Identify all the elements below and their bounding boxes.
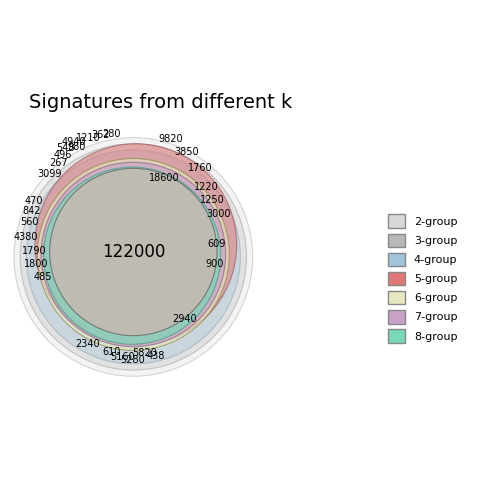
Text: 548: 548 [56, 144, 75, 153]
Text: 1790: 1790 [22, 246, 46, 256]
Legend: 2-group, 3-group, 4-group, 5-group, 6-group, 7-group, 8-group: 2-group, 3-group, 4-group, 5-group, 6-gr… [383, 209, 463, 348]
Text: 362: 362 [91, 131, 109, 141]
Text: 3000: 3000 [207, 209, 231, 219]
Text: 3099: 3099 [37, 168, 61, 178]
Text: 122000: 122000 [102, 243, 165, 261]
Text: 900: 900 [205, 259, 223, 269]
Circle shape [14, 138, 253, 376]
Text: 1250: 1250 [200, 196, 224, 205]
Text: 267: 267 [49, 158, 68, 168]
Text: 609: 609 [208, 239, 226, 249]
Text: 280: 280 [103, 130, 121, 140]
Text: 470: 470 [25, 196, 43, 206]
Text: 980: 980 [67, 142, 85, 152]
Text: 496: 496 [53, 150, 72, 160]
Text: 1760: 1760 [187, 163, 212, 173]
Circle shape [35, 144, 237, 346]
Text: 5280: 5280 [120, 355, 145, 365]
Text: 3850: 3850 [174, 147, 199, 157]
Circle shape [43, 167, 221, 344]
Text: 1800: 1800 [24, 259, 49, 269]
Text: 4940: 4940 [62, 137, 87, 147]
Circle shape [20, 144, 246, 370]
Text: 2940: 2940 [172, 314, 197, 324]
Circle shape [37, 158, 229, 350]
Circle shape [50, 168, 217, 336]
Text: 5820: 5820 [132, 348, 157, 358]
Text: 1220: 1220 [194, 182, 219, 193]
Text: 842: 842 [22, 207, 41, 216]
Title: Signatures from different k: Signatures from different k [29, 93, 293, 112]
Text: 560: 560 [20, 217, 39, 227]
Text: 485: 485 [34, 272, 52, 282]
Text: 2340: 2340 [75, 339, 99, 349]
Text: 5160: 5160 [110, 352, 135, 362]
Text: 438: 438 [147, 351, 165, 361]
Text: 18600: 18600 [149, 173, 180, 183]
Circle shape [41, 162, 226, 347]
Text: 610: 610 [103, 347, 121, 357]
Circle shape [26, 150, 240, 364]
Text: 9820: 9820 [159, 134, 183, 144]
Text: 1210: 1210 [76, 133, 101, 143]
Text: 4380: 4380 [14, 232, 38, 241]
